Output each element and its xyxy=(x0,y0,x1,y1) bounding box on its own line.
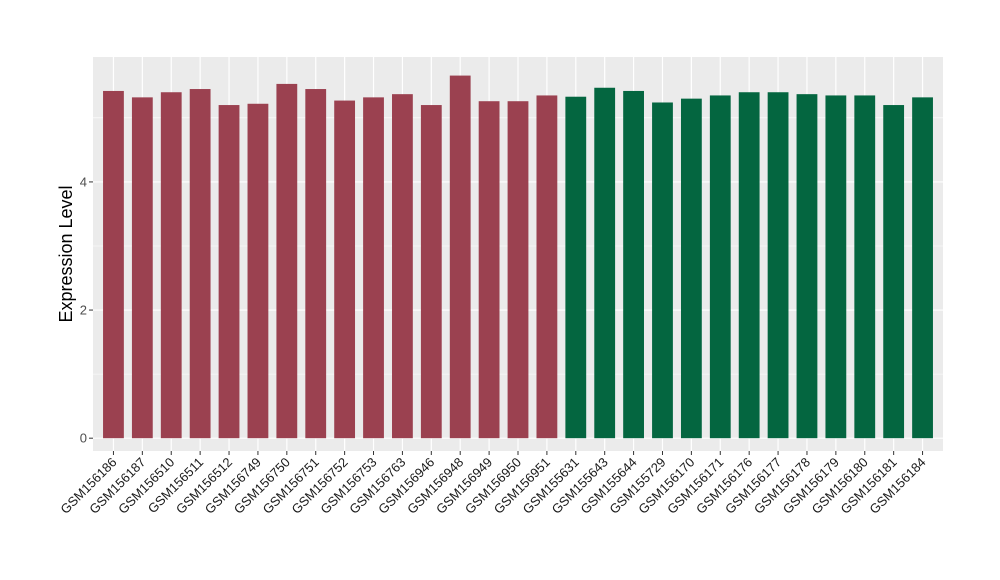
bar xyxy=(883,105,905,439)
bar xyxy=(392,94,413,439)
x-axis: GSM156186GSM156187GSM156510GSM156511GSM1… xyxy=(57,451,929,517)
bar xyxy=(247,103,269,439)
y-axis: 0 2 4 xyxy=(80,174,93,446)
bar xyxy=(131,97,153,439)
bar xyxy=(363,97,384,439)
bar xyxy=(507,101,529,439)
bar xyxy=(767,92,789,439)
bar xyxy=(796,94,818,439)
bar xyxy=(854,95,876,439)
bar xyxy=(420,105,442,439)
y-tick-label: 2 xyxy=(80,303,87,318)
y-tick-label: 4 xyxy=(80,174,87,189)
bar xyxy=(565,96,587,439)
bar xyxy=(449,75,471,439)
bar xyxy=(276,83,298,439)
bars xyxy=(103,75,933,439)
bar xyxy=(652,102,673,439)
bar xyxy=(738,92,760,439)
bar xyxy=(478,101,500,439)
bar xyxy=(825,95,847,439)
y-axis-title: Expression Level xyxy=(56,185,76,322)
bar xyxy=(160,92,182,439)
bar xyxy=(536,95,558,439)
bar xyxy=(709,95,731,439)
y-tick-label: 0 xyxy=(80,431,87,446)
bar xyxy=(334,100,356,439)
bar xyxy=(594,87,616,439)
bar xyxy=(680,98,702,439)
bar xyxy=(189,89,211,439)
bar xyxy=(623,90,644,439)
bar xyxy=(218,105,240,439)
bar xyxy=(912,97,933,439)
bar xyxy=(103,90,124,439)
bar xyxy=(305,89,327,439)
